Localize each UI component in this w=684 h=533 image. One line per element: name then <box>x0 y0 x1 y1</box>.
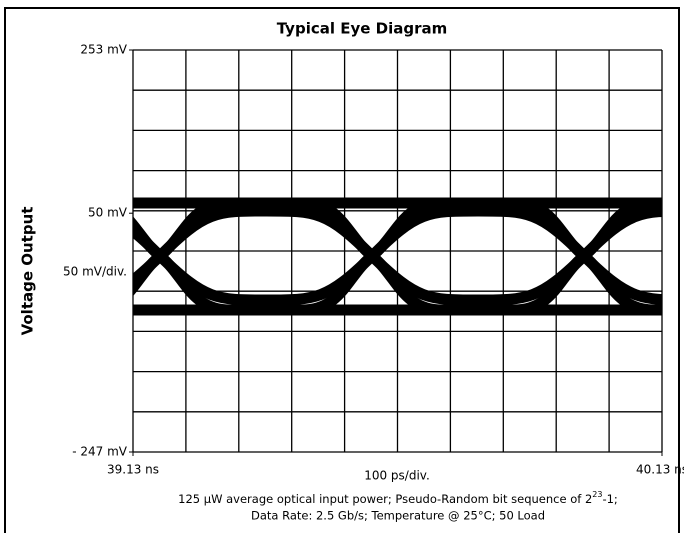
chart: Typical Eye Diagram Voltage Output 50 mV… <box>0 0 684 533</box>
caption-text: -1; <box>602 492 617 506</box>
chart-title: Typical Eye Diagram <box>277 20 448 38</box>
caption-line: 125 μW average optical input power; Pseu… <box>178 490 618 506</box>
caption-line: Data Rate: 2.5 Gb/s; Temperature @ 25°C;… <box>251 509 545 523</box>
y-tick-label: 253 mV <box>80 43 127 57</box>
y-tick-label: 50 mV <box>88 206 128 220</box>
y-scale-label: 50 mV/div. <box>63 265 127 279</box>
caption-text: 125 μW average optical input power; Pseu… <box>178 492 592 506</box>
y-axis-label: Voltage Output <box>19 207 37 336</box>
trace-rise <box>0 203 18 310</box>
trace-fall <box>0 203 18 310</box>
y-tick-label: - 247 mV <box>72 445 128 459</box>
caption-superscript: 23 <box>592 490 602 499</box>
x-scale-label: 100 ps/div. <box>364 469 430 483</box>
x-tick-label: 40.13 ns <box>636 463 684 477</box>
x-tick-label: 39.13 ns <box>107 463 159 477</box>
